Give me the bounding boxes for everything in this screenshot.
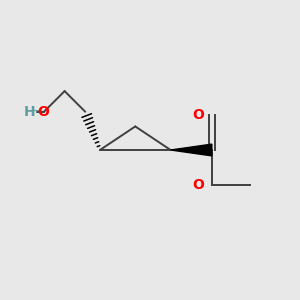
Text: −: − [30,105,40,118]
Text: H: H [23,105,35,119]
Polygon shape [171,144,212,156]
Text: O: O [193,178,205,192]
Text: O: O [38,105,50,119]
Text: O: O [193,108,205,122]
